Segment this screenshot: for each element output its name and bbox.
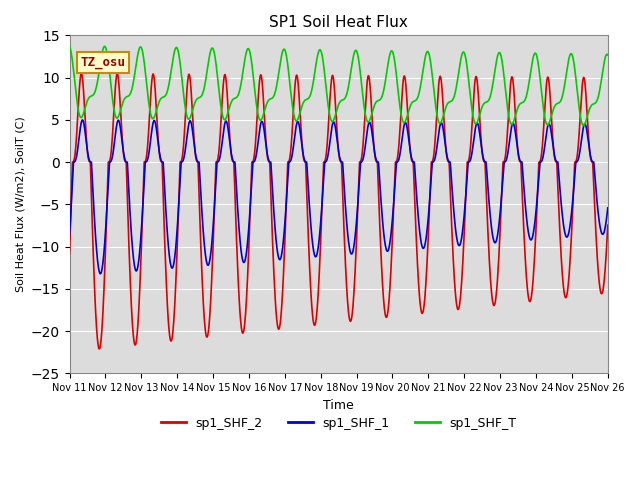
X-axis label: Time: Time xyxy=(323,398,354,412)
Text: TZ_osu: TZ_osu xyxy=(80,56,125,69)
Legend: sp1_SHF_2, sp1_SHF_1, sp1_SHF_T: sp1_SHF_2, sp1_SHF_1, sp1_SHF_T xyxy=(156,412,522,435)
Y-axis label: Soil Heat Flux (W/m2), SoilT (C): Soil Heat Flux (W/m2), SoilT (C) xyxy=(15,117,25,292)
Title: SP1 Soil Heat Flux: SP1 Soil Heat Flux xyxy=(269,15,408,30)
